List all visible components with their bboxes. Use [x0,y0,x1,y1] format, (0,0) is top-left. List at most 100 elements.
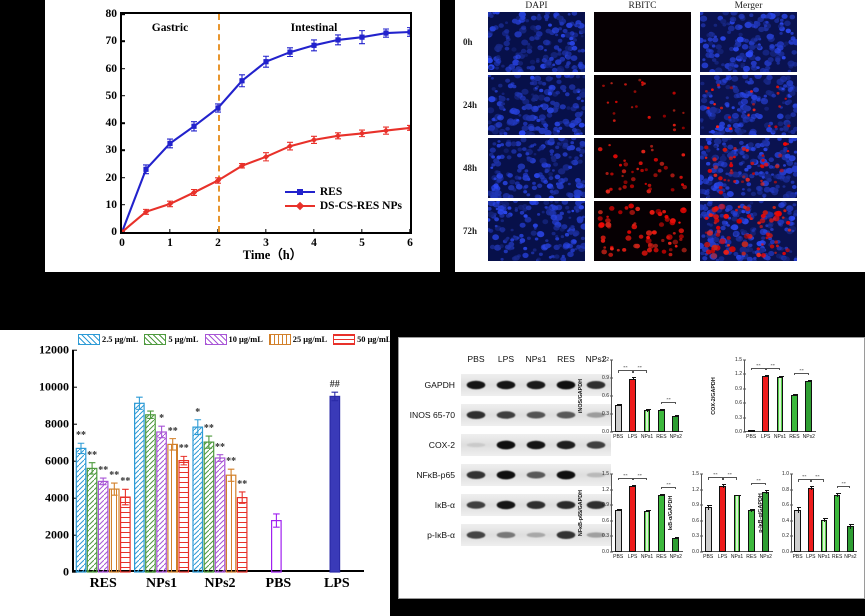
quant-error-bar [793,393,798,396]
release-x-tick: 1 [167,229,173,249]
quant-y-tick: 0.6 [602,393,613,399]
quant-significance-star: ** [637,365,643,371]
quant-y-tick: 0.0 [782,549,793,555]
quant-bar [672,415,680,432]
quant-x-label-lps: LPS [627,433,638,440]
significance-marker: ** [203,423,214,435]
tnf-bar [133,402,145,573]
legend-swatch [284,190,315,194]
quant-error-bar [750,508,755,512]
tnf-legend-swatch [204,334,227,345]
phase-label-intestinal: Intestinal [290,22,338,34]
quant-y-tick: 1.2 [692,487,703,493]
quant-x-label-res: RES [656,553,667,560]
tnf-bar [236,497,248,573]
quant-bar [794,509,801,552]
tnf-y-tick: 12000 [39,343,77,358]
quant-significance-bracket [618,477,633,481]
legend-item-res: RES [284,186,402,198]
quant-significance-bracket [632,370,647,373]
quant-error-bar [707,504,712,510]
quant-y-tick: 0.9 [692,502,703,508]
significance-marker: ** [76,430,86,442]
release-curve-panel: 0 10 20 30 40 50 60 70 80 0 1 2 3 4 5 6 Gastric Intestina… [29,0,440,272]
quant-y-tick: 0.9 [602,375,613,381]
quant-bar [672,537,680,552]
quant-significance-bracket [661,401,676,405]
release-y-tick: 60 [106,63,125,75]
release-legend: RES DS-CS-RES NPs [284,184,402,214]
tnf-y-tick: 10000 [39,380,77,395]
quant-y-tick: 0.0 [602,549,613,555]
tnf-bar [192,426,204,573]
tnf-legend-label: 5 μg/mL [168,335,199,344]
blot-lane-label-nps2: NPs2 [585,354,607,364]
quant-x-label-res: RES [789,433,800,440]
quant-x-label-pbs: PBS [613,433,624,440]
quant-error-bar [836,492,841,498]
quant-y-tick: 0.3 [735,415,746,421]
tnf-y-tick: 2000 [45,528,77,543]
blot-target-label: p-IκB-α [427,530,455,540]
quant-significance-star: ** [841,480,847,486]
fluor-column-header-merger: Merger [734,1,763,11]
quant-y-tick: 0.2 [782,533,793,539]
western-blot-panel: PBS LPS NPs1 RES NPs2 GAPDH INOS 65-70 COX-2 NFκ… [398,337,865,599]
tnf-bar [97,480,109,573]
tnf-legend-label: 50 μg/mL [357,335,392,344]
quant-y-axis-label: COX-2/GAPDH [711,377,717,415]
quant-significance-star: ** [666,396,671,402]
quant-significance-bracket [837,485,851,489]
quant-bar [629,485,637,552]
significance-marker: ** [167,425,178,437]
quant-y-axis-label: IκB-α/GAPDH [668,495,674,531]
tnf-bar [329,395,341,573]
quant-significance-star: ** [637,472,643,478]
quant-y-tick: 0.3 [602,533,613,539]
quant-chart-cox2-gapdh: 0.0 0.3 0.6 0.9 1.2 1.5 COX-2/GAPDH PBS LPS NPs1 R… [711,357,816,440]
release-x-tick: 3 [263,229,269,249]
quant-bar [719,485,727,552]
quant-significance-star: ** [623,472,628,478]
quant-bar [820,520,828,552]
fluor-row-label-72h: 72h [463,226,478,236]
fluorescence-panel: DAPI RBITC Merger 0h 24h 48h 72h [455,0,865,272]
release-x-axis-label-text: Time（h） [242,248,303,262]
quant-bar [614,510,622,552]
quant-error-bar [796,507,802,513]
quant-error-bar [617,509,622,512]
quant-x-label-lps: LPS [717,553,728,560]
tnf-legend-label: 25 μg/mL [292,335,328,344]
quant-y-axis-label: iNOS/GAPDH [578,378,584,414]
quant-bar [834,495,841,552]
legend-label: DS-CS-RES NPs [319,200,402,212]
blot-target-label: GAPDH [424,380,455,390]
tnf-legend: 2.5 μg/mL 5 μg/mL 10 μg/mL 25 μg/mL 50 μg/mL [78,334,395,345]
tnf-group-label-res: RES [89,576,117,591]
tnf-legend-swatch [268,334,291,345]
quant-significance-star: ** [815,474,820,480]
quant-y-tick: 0.3 [692,533,703,539]
tnf-group-label-nps2: NPs2 [204,576,236,591]
tnf-y-tick: 8000 [45,417,77,432]
tnf-bar [178,459,190,573]
quant-bar [733,495,741,552]
quant-error-bar [809,486,815,490]
fluor-image-merger-0h [700,12,797,72]
release-x-tick: 4 [311,229,317,249]
quant-x-label-nps1: NPs1 [773,433,787,440]
quant-x-label-nps2: NPs2 [844,553,857,560]
phase-divider-line [218,14,220,232]
quant-x-label-nps2: NPs2 [669,433,682,440]
quant-y-tick: 1.5 [692,471,703,477]
quant-bar [776,376,784,432]
tnf-bars-svg [75,391,341,573]
quant-error-bar [779,375,784,378]
significance-marker: ** [237,478,248,490]
quant-y-tick: 0.0 [602,429,613,435]
significance-marker: ** [226,456,237,468]
tnf-bar [203,441,215,573]
quant-significance-bracket [751,367,766,371]
fluor-image-rbitc-0h [594,12,691,72]
release-y-tick: 20 [106,172,125,184]
